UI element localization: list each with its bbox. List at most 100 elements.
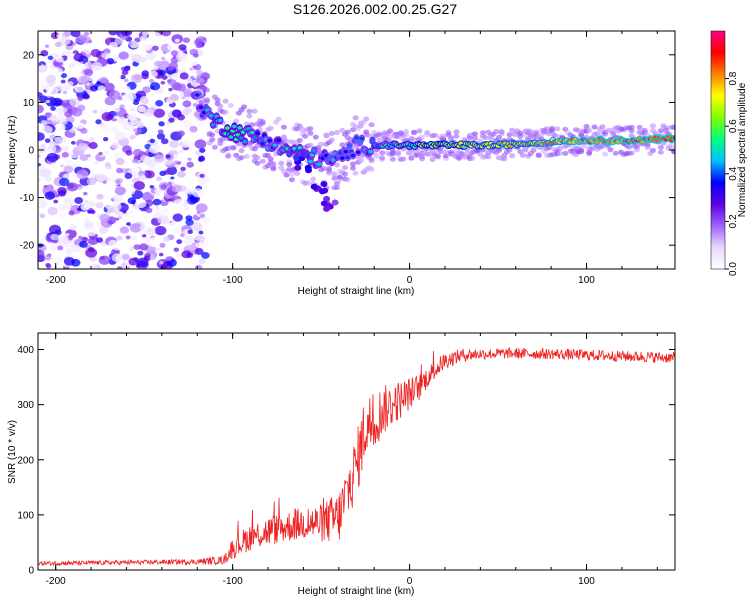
halo-blob (203, 97, 210, 103)
noise-blob (183, 206, 190, 211)
noise-blob (179, 72, 189, 80)
halo-blob (437, 149, 444, 155)
noise-blob (165, 154, 171, 159)
noise-blob (49, 224, 61, 235)
halo-blob (511, 132, 518, 138)
halo-blob (339, 127, 346, 133)
ridge-point (370, 138, 375, 143)
noise-blob (166, 222, 172, 227)
halo-blob (379, 155, 386, 161)
noise-blob (62, 90, 68, 95)
noise-blob (84, 217, 90, 222)
halo-blob (663, 127, 670, 133)
noise-blob (124, 132, 131, 138)
noise-blob (140, 38, 146, 43)
noise-blob (137, 250, 144, 256)
colorbar-tick-label: 0.4 (728, 166, 739, 180)
noise-blob (187, 157, 192, 161)
noise-blob (180, 233, 185, 238)
noise-blob (152, 45, 159, 51)
noise-blob (170, 221, 177, 227)
noise-blob (41, 125, 53, 135)
noise-blob (170, 176, 175, 180)
ridge-point (246, 126, 251, 131)
colorbar-tick-label: 0.0 (728, 262, 739, 276)
halo-blob (307, 130, 314, 136)
noise-blob (194, 150, 200, 155)
noise-blob (160, 184, 167, 190)
noise-blob (170, 50, 179, 57)
ridge-point (297, 146, 303, 150)
halo-blob (556, 151, 563, 157)
noise-blob (198, 156, 206, 162)
noise-blob (92, 109, 98, 114)
noise-blob (199, 213, 206, 218)
halo-blob (320, 166, 327, 172)
noise-blob (38, 239, 45, 244)
halo-blob (238, 148, 245, 154)
noise-blob (125, 150, 133, 156)
noise-blob (111, 253, 123, 263)
noise-blob (109, 175, 117, 181)
halo-blob (628, 124, 635, 130)
noise-blob (106, 57, 115, 65)
ridge-point (249, 130, 255, 135)
noise-blob (58, 204, 68, 212)
noise-blob (86, 177, 97, 186)
halo-blob (480, 130, 487, 136)
noise-blob (71, 244, 81, 252)
noise-blob (156, 133, 166, 140)
halo-blob (586, 127, 593, 133)
noise-blob (101, 52, 110, 59)
noise-blob (57, 111, 67, 118)
halo-blob (466, 135, 473, 141)
noise-blob (38, 201, 42, 207)
noise-blob (177, 130, 185, 137)
noise-blob (136, 257, 149, 268)
snr-frame (37, 332, 676, 571)
halo-blob (628, 150, 635, 156)
noise-blob (76, 169, 89, 180)
halo-blob (254, 155, 261, 161)
halo-blob (411, 137, 418, 143)
noise-blob (196, 69, 203, 75)
noise-blob (64, 247, 73, 255)
ridge-point (194, 93, 200, 97)
noise-blob (135, 199, 147, 209)
halo-blob (368, 166, 375, 172)
noise-blob (66, 182, 79, 192)
noise-blob (123, 78, 129, 83)
noise-blob (187, 180, 198, 189)
noise-blob (155, 100, 164, 107)
halo-blob (368, 158, 375, 164)
ridge-point (672, 135, 675, 140)
ridge-point (355, 150, 361, 155)
halo-blob (671, 124, 675, 130)
noise-blob (167, 43, 178, 52)
halo-blob (625, 144, 632, 150)
noise-blob (149, 185, 155, 189)
colorbar-tick-label: 0.6 (728, 119, 739, 133)
halo-blob (267, 125, 274, 131)
noise-blob (166, 121, 171, 126)
halo-blob (501, 156, 508, 162)
noise-blob (185, 218, 194, 226)
noise-blob (130, 107, 135, 112)
noise-blob (101, 112, 114, 122)
halo-blob (334, 184, 341, 190)
halo-blob (365, 132, 372, 138)
noise-blob (67, 81, 74, 87)
halo-blob (519, 152, 526, 158)
halo-blob (246, 108, 253, 114)
spectrogram-ytick-label: 0 (28, 146, 34, 157)
halo-blob (328, 130, 335, 136)
noise-blob (133, 181, 145, 191)
noise-blob (99, 76, 108, 84)
noise-blob (133, 128, 138, 132)
noise-blob (48, 87, 59, 96)
noise-blob (45, 74, 57, 84)
noise-blob (104, 150, 110, 155)
halo-blob (275, 116, 282, 122)
ridge-point (198, 105, 204, 110)
noise-blob (76, 207, 82, 212)
